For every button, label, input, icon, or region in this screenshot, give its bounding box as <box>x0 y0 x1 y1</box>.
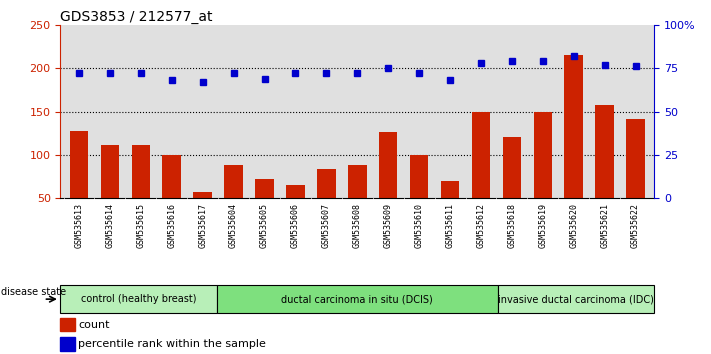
Bar <box>286 185 305 242</box>
Text: GSM535622: GSM535622 <box>631 202 640 247</box>
Text: GSM535606: GSM535606 <box>291 202 300 247</box>
Bar <box>60 285 217 313</box>
Text: GSM535614: GSM535614 <box>105 202 114 247</box>
Text: GSM535604: GSM535604 <box>229 202 238 247</box>
Bar <box>498 285 654 313</box>
Text: GSM535618: GSM535618 <box>508 202 516 247</box>
Text: GSM535621: GSM535621 <box>600 202 609 247</box>
Text: GSM535616: GSM535616 <box>167 202 176 247</box>
Text: GSM535612: GSM535612 <box>476 202 486 247</box>
Text: percentile rank within the sample: percentile rank within the sample <box>78 339 266 349</box>
Bar <box>217 285 498 313</box>
Bar <box>255 179 274 242</box>
Text: count: count <box>78 320 109 330</box>
Bar <box>163 155 181 242</box>
Text: GSM535608: GSM535608 <box>353 202 362 247</box>
Text: invasive ductal carcinoma (IDC): invasive ductal carcinoma (IDC) <box>498 294 654 304</box>
Text: GSM535619: GSM535619 <box>538 202 547 247</box>
Bar <box>595 104 614 242</box>
Text: ductal carcinoma in situ (DCIS): ductal carcinoma in situ (DCIS) <box>282 294 433 304</box>
Bar <box>533 112 552 242</box>
Text: GSM535610: GSM535610 <box>415 202 424 247</box>
Bar <box>317 169 336 242</box>
Bar <box>70 131 88 242</box>
Text: GSM535611: GSM535611 <box>446 202 454 247</box>
Bar <box>565 55 583 242</box>
Text: GDS3853 / 212577_at: GDS3853 / 212577_at <box>60 10 213 24</box>
Bar <box>101 145 119 242</box>
Bar <box>626 119 645 242</box>
Text: GSM535620: GSM535620 <box>570 202 578 247</box>
Text: GSM535617: GSM535617 <box>198 202 207 247</box>
Text: GSM535615: GSM535615 <box>137 202 145 247</box>
Bar <box>441 181 459 242</box>
Bar <box>60 318 75 331</box>
Bar <box>60 337 75 351</box>
Bar <box>471 112 491 242</box>
Text: GSM535605: GSM535605 <box>260 202 269 247</box>
Bar <box>132 145 150 242</box>
Bar <box>193 192 212 242</box>
Bar <box>348 165 367 242</box>
Text: control (healthy breast): control (healthy breast) <box>81 294 196 304</box>
Bar <box>410 155 429 242</box>
Text: GSM535607: GSM535607 <box>322 202 331 247</box>
Text: disease state: disease state <box>1 287 66 297</box>
Bar <box>503 137 521 242</box>
Text: GSM535613: GSM535613 <box>75 202 83 247</box>
Text: GSM535609: GSM535609 <box>384 202 392 247</box>
Bar <box>379 132 397 242</box>
Bar <box>224 165 243 242</box>
